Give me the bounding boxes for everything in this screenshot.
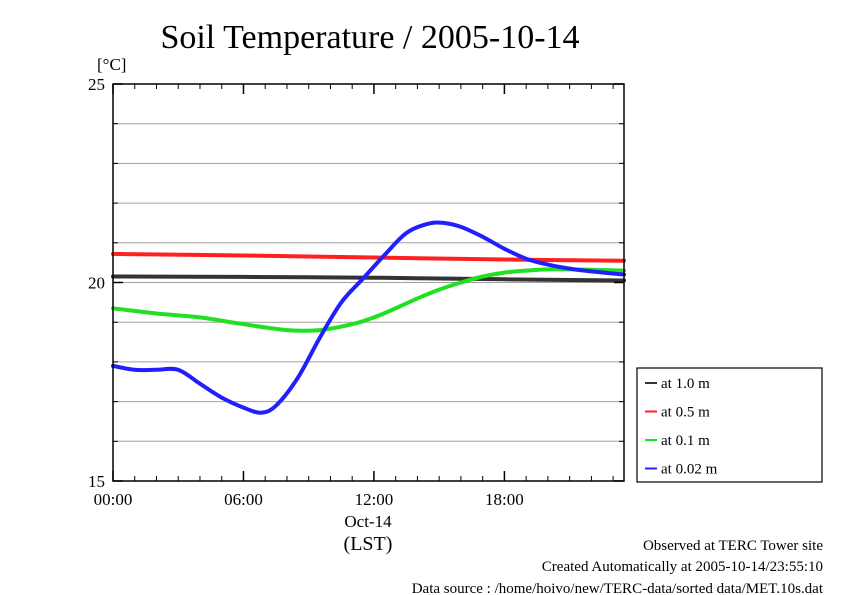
series-line-at-1-0-m [111,274,626,283]
legend-label-at-0-02-m: at 0.02 m [661,462,718,478]
chart-title: Soil Temperature / 2005-10-14 [160,19,579,56]
y-tick-label: 15 [88,472,105,491]
legend-label-at-0-5-m: at 0.5 m [661,405,710,421]
series-line-at-0-02-m [111,220,626,415]
axes-ticks: 15 20 25 00:00 06:00 12:00 18:00 [88,75,624,509]
footer-created: Created Automatically at 2005-10-14/23:5… [542,559,823,575]
legend-label-at-0-1-m: at 0.1 m [661,433,710,449]
legend-box [636,367,823,483]
x-axis-date-label: Oct-14 [344,512,392,531]
series-line-at-0-1-m [111,267,626,333]
x-tick-label: 18:00 [485,490,524,509]
x-tick-label: 12:00 [355,490,394,509]
footer-data-source: Data source : /home/hoivo/new/TERC-data/… [412,581,824,595]
footer-observed: Observed at TERC Tower site [643,538,823,554]
x-tick-label: 06:00 [224,490,263,509]
x-tick-label: 00:00 [94,490,133,509]
legend-label-at-1-0-m: at 1.0 m [661,376,710,392]
series-line-at-0-5-m [111,251,626,263]
series-lines [111,220,626,415]
y-axis-unit-label: [°C] [97,55,126,74]
y-tick-label: 20 [88,274,105,293]
grid-lines [113,123,624,442]
y-tick-label: 25 [88,75,105,94]
legend: at 1.0 m at 0.5 m at 0.1 m at 0.02 m [636,367,823,483]
x-axis-timezone-label: (LST) [344,533,393,555]
